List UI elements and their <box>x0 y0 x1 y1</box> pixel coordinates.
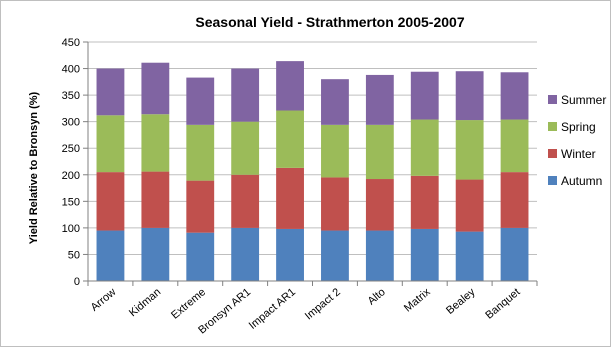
bar-segment-autumn <box>141 227 170 281</box>
legend-label-spring: Spring <box>561 120 596 134</box>
y-tick-label: 250 <box>62 143 80 155</box>
y-tick-label: 350 <box>62 90 80 102</box>
bar-segment-autumn <box>455 231 484 281</box>
y-tick-label: 200 <box>62 170 80 182</box>
bar-segment-summer <box>321 79 349 125</box>
bar-segment-summer <box>141 62 170 115</box>
legend-swatch-autumn <box>548 176 557 185</box>
bar-segment-autumn <box>96 230 125 281</box>
bar-segment-spring <box>500 119 529 173</box>
bar-segment-summer <box>231 68 260 122</box>
bar-segment-autumn <box>276 228 304 281</box>
bar-segment-winter <box>276 167 304 229</box>
legend: Summer Spring Winter Autumn <box>548 93 606 188</box>
bar-segment-spring <box>321 124 349 178</box>
bar-segment-winter <box>455 179 484 232</box>
bar-segment-winter <box>321 177 349 231</box>
y-tick-label: 300 <box>62 117 80 129</box>
bar-segment-summer <box>455 71 484 121</box>
bar-segment-autumn <box>500 227 529 281</box>
bar-segment-winter <box>365 179 394 231</box>
chart-title: Seasonal Yield - Strathmerton 2005-2007 <box>195 14 464 30</box>
bar-segment-winter <box>500 172 529 228</box>
bar-segment-spring <box>365 124 394 180</box>
bar-segment-autumn <box>365 230 394 281</box>
bar-segment-summer <box>365 74 394 125</box>
bar-segment-winter <box>186 180 215 233</box>
bar-segment-winter <box>96 172 125 231</box>
bar-segment-summer <box>96 68 125 116</box>
bar-segment-spring <box>410 119 439 176</box>
bar-segment-winter <box>231 174 260 228</box>
y-tick-label: 100 <box>62 223 80 235</box>
bar-segment-spring <box>141 114 170 172</box>
y-tick-label: 450 <box>62 37 80 49</box>
y-tick-label: 150 <box>62 196 80 208</box>
bar-segment-summer <box>276 61 304 111</box>
legend-label-winter: Winter <box>561 147 596 161</box>
y-tick-label: 400 <box>62 64 80 76</box>
bar-segment-autumn <box>231 227 260 281</box>
bar-segment-summer <box>500 72 529 120</box>
bar-segment-spring <box>96 115 125 173</box>
bar-segment-autumn <box>410 228 439 281</box>
bar-segment-autumn <box>186 232 215 281</box>
bar-segment-summer <box>410 71 439 120</box>
bar-segment-spring <box>231 121 260 175</box>
y-tick-label: 50 <box>68 249 80 261</box>
legend-label-summer: Summer <box>561 93 606 107</box>
bar-segment-autumn <box>321 230 349 281</box>
y-tick-label: 0 <box>74 276 80 288</box>
legend-swatch-spring <box>548 122 557 131</box>
bar-segment-winter <box>141 171 170 228</box>
bar-segment-winter <box>410 175 439 229</box>
legend-swatch-winter <box>548 149 557 158</box>
bar-segment-spring <box>276 110 304 168</box>
legend-label-autumn: Autumn <box>561 174 602 188</box>
bar-segment-spring <box>455 120 484 180</box>
bar-segment-summer <box>186 77 215 125</box>
bars <box>96 61 529 281</box>
y-axis-label: Yield Relative to Bronsyn (%) <box>28 91 40 244</box>
legend-swatch-summer <box>548 95 557 104</box>
bar-segment-spring <box>186 124 215 181</box>
